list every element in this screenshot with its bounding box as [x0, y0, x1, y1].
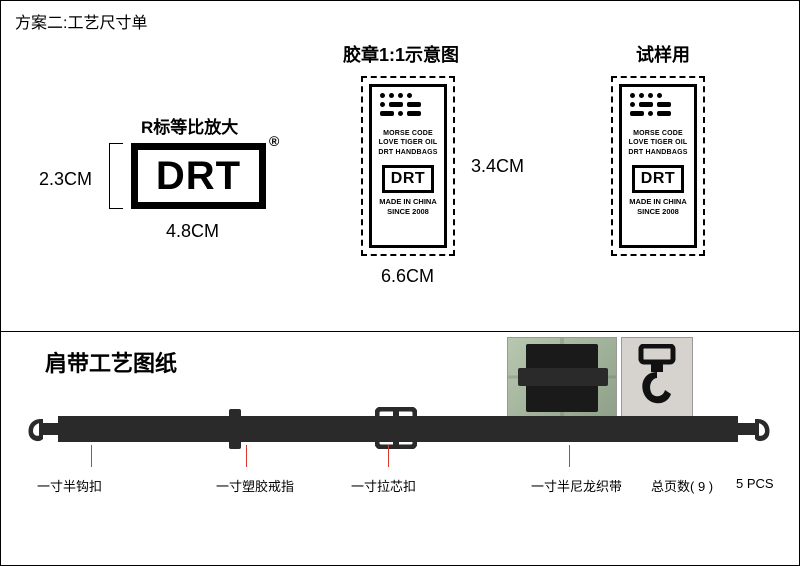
registered-mark: ®: [269, 133, 279, 149]
hook-right-icon: [735, 409, 775, 449]
badge1-width-dim: 6.6CM: [381, 266, 434, 287]
spec-sheet: 方案二:工艺尺寸单 R标等比放大 DRT ® 2.3CM 4.8CM 胶章1:1…: [0, 0, 800, 566]
callout-tick: [388, 445, 389, 467]
badge-logo: DRT: [632, 165, 684, 193]
badge-logo: DRT: [382, 165, 434, 193]
section-divider: [1, 331, 799, 332]
callout-tick: [246, 445, 247, 467]
rlabel-width-dim: 4.8CM: [166, 221, 219, 242]
badge-line3: DRT HANDBAGS: [628, 148, 687, 157]
morse-code-icon: [626, 93, 690, 123]
badge2-title: 试样用: [636, 41, 690, 67]
plastic-ring-icon: [229, 409, 241, 449]
badge-footer1: MADE IN CHINA: [379, 197, 437, 207]
strap-label-ring: 一寸塑胶戒指: [216, 476, 294, 495]
badge-footer: MADE IN CHINA SINCE 2008: [629, 197, 687, 217]
rlabel-height-dim: 2.3CM: [39, 169, 92, 190]
badge-footer1: MADE IN CHINA: [629, 197, 687, 207]
strap-diagram: [23, 401, 779, 461]
badge-text-block: MORSE CODE LOVE TIGER OIL DRT HANDBAGS: [378, 129, 437, 157]
height-bracket-icon: [109, 143, 123, 209]
strap-label-webbing: 一寸半尼龙织带: [531, 476, 622, 495]
badge2-inner: MORSE CODE LOVE TIGER OIL DRT HANDBAGS D…: [619, 84, 697, 248]
badge-line2: LOVE TIGER OIL: [378, 138, 437, 147]
badge-line1: MORSE CODE: [628, 129, 687, 138]
upper-section: R标等比放大 DRT ® 2.3CM 4.8CM 胶章1:1示意图 MORSE …: [1, 1, 799, 331]
callout-tick: [91, 445, 92, 467]
badge1-height-dim: 3.4CM: [471, 156, 524, 177]
callout-tick: [569, 445, 570, 467]
strap-label-slider: 一寸拉芯扣: [351, 476, 416, 495]
rlabel-logo-box: DRT: [131, 143, 266, 209]
badge-line3: DRT HANDBAGS: [378, 148, 437, 157]
page-count: 总页数( 9 ): [651, 476, 713, 495]
morse-code-icon: [376, 93, 440, 123]
badge2-patch: MORSE CODE LOVE TIGER OIL DRT HANDBAGS D…: [611, 76, 705, 256]
pcs-count: 5 PCS: [736, 476, 774, 491]
badge-footer2: SINCE 2008: [379, 207, 437, 217]
rlabel-title: R标等比放大: [141, 113, 238, 138]
rlabel-logo-text: DRT: [156, 154, 241, 199]
strap-label-hook: 一寸半钩扣: [37, 476, 102, 495]
badge1-inner: MORSE CODE LOVE TIGER OIL DRT HANDBAGS D…: [369, 84, 447, 248]
badge1-patch: MORSE CODE LOVE TIGER OIL DRT HANDBAGS D…: [361, 76, 455, 256]
badge-footer: MADE IN CHINA SINCE 2008: [379, 197, 437, 217]
badge-text-block: MORSE CODE LOVE TIGER OIL DRT HANDBAGS: [628, 129, 687, 157]
badge-footer2: SINCE 2008: [629, 207, 687, 217]
badge-line1: MORSE CODE: [378, 129, 437, 138]
hook-left-icon: [23, 409, 63, 449]
slider-buckle-icon: [375, 407, 417, 449]
strap-section-title: 肩带工艺图纸: [45, 346, 177, 378]
badge-line2: LOVE TIGER OIL: [628, 138, 687, 147]
badge1-title: 胶章1:1示意图: [343, 41, 459, 67]
